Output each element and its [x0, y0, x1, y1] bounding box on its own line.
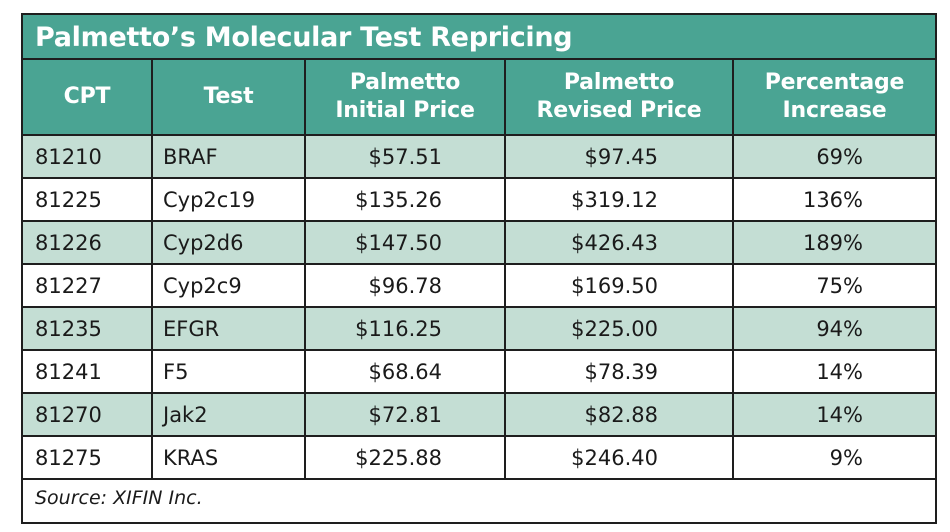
test-cell: EFGR — [151, 307, 305, 351]
column-header-cpt: CPT — [23, 60, 152, 136]
column-header-test: Test — [151, 60, 305, 136]
cpt-cell: 81270 — [23, 393, 152, 437]
initial-price-cell: $68.64 — [304, 350, 505, 394]
table-row: 81210 BRAF $57.51 $97.45 69% — [23, 135, 935, 179]
table-row: 81227 Cyp2c9 $96.78 $169.50 75% — [23, 264, 935, 308]
header-row: CPT Test Palmetto Initial Price Palmetto… — [23, 60, 935, 136]
test-cell: BRAF — [151, 135, 305, 179]
test-cell: Cyp2d6 — [151, 221, 305, 265]
table-row: 81275 KRAS $225.88 $246.40 9% — [23, 436, 935, 480]
test-cell: Cyp2c9 — [151, 264, 305, 308]
revised-price-cell: $426.43 — [504, 221, 733, 265]
percentage-cell: 136% — [732, 178, 935, 222]
test-cell: KRAS — [151, 436, 305, 480]
initial-price-cell: $57.51 — [304, 135, 505, 179]
initial-price-cell: $135.26 — [304, 178, 505, 222]
revised-price-cell: $78.39 — [504, 350, 733, 394]
test-cell: Jak2 — [151, 393, 305, 437]
table-title: Palmetto’s Molecular Test Repricing — [23, 15, 935, 60]
column-header-initial-price: Palmetto Initial Price — [304, 60, 505, 136]
cpt-cell: 81275 — [23, 436, 152, 480]
initial-price-cell: $225.88 — [304, 436, 505, 480]
percentage-cell: 9% — [732, 436, 935, 480]
cpt-cell: 81241 — [23, 350, 152, 394]
initial-price-cell: $116.25 — [304, 307, 505, 351]
cpt-cell: 81210 — [23, 135, 152, 179]
percentage-cell: 14% — [732, 350, 935, 394]
repricing-table-panel: Palmetto’s Molecular Test Repricing CPT … — [21, 13, 937, 524]
test-cell: Cyp2c19 — [151, 178, 305, 222]
percentage-cell: 189% — [732, 221, 935, 265]
table-row: 81270 Jak2 $72.81 $82.88 14% — [23, 393, 935, 437]
table-row: 81241 F5 $68.64 $78.39 14% — [23, 350, 935, 394]
repricing-table: CPT Test Palmetto Initial Price Palmetto… — [23, 60, 935, 480]
percentage-cell: 69% — [732, 135, 935, 179]
revised-price-cell: $246.40 — [504, 436, 733, 480]
column-header-percentage-increase: Percentage Increase — [732, 60, 935, 136]
percentage-cell: 14% — [732, 393, 935, 437]
source-note: Source: XIFIN Inc. — [35, 487, 203, 509]
test-cell: F5 — [151, 350, 305, 394]
revised-price-cell: $225.00 — [504, 307, 733, 351]
initial-price-cell: $72.81 — [304, 393, 505, 437]
table-row: 81225 Cyp2c19 $135.26 $319.12 136% — [23, 178, 935, 222]
initial-price-cell: $96.78 — [304, 264, 505, 308]
percentage-cell: 94% — [732, 307, 935, 351]
revised-price-cell: $169.50 — [504, 264, 733, 308]
table-row: 81226 Cyp2d6 $147.50 $426.43 189% — [23, 221, 935, 265]
cpt-cell: 81235 — [23, 307, 152, 351]
cpt-cell: 81226 — [23, 221, 152, 265]
cpt-cell: 81227 — [23, 264, 152, 308]
table-row: 81235 EFGR $116.25 $225.00 94% — [23, 307, 935, 351]
revised-price-cell: $82.88 — [504, 393, 733, 437]
cpt-cell: 81225 — [23, 178, 152, 222]
percentage-cell: 75% — [732, 264, 935, 308]
initial-price-cell: $147.50 — [304, 221, 505, 265]
revised-price-cell: $97.45 — [504, 135, 733, 179]
revised-price-cell: $319.12 — [504, 178, 733, 222]
column-header-revised-price: Palmetto Revised Price — [504, 60, 733, 136]
